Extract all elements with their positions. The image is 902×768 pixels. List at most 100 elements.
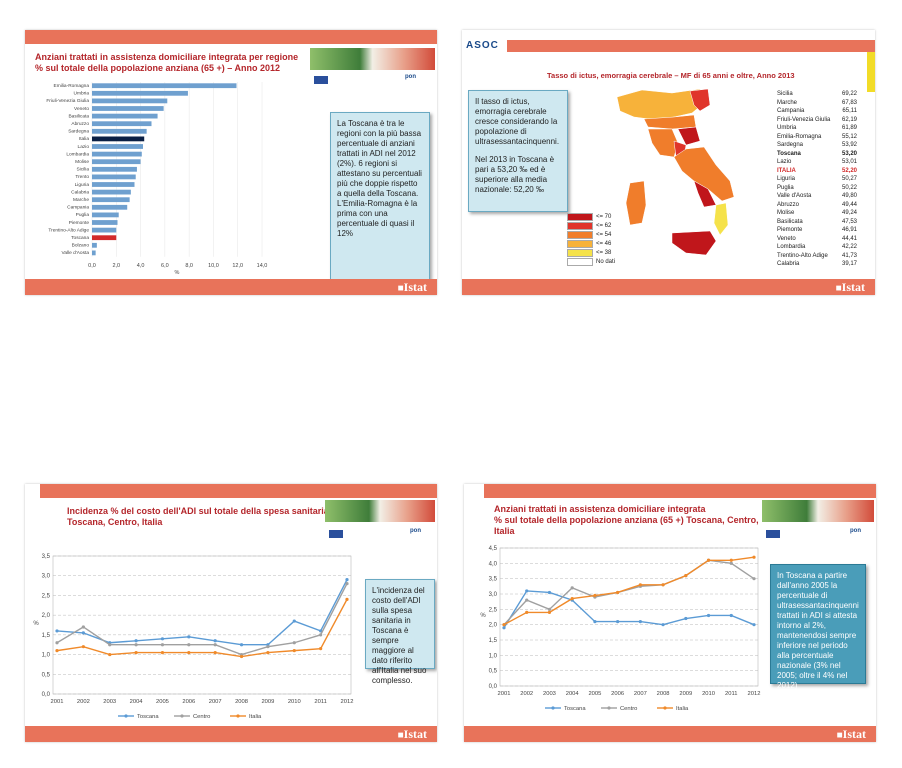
ranking-row: Sardegna 53,92 <box>777 141 857 150</box>
y-axis-label: % <box>480 613 486 619</box>
ranking-value: 46,91 <box>841 227 857 233</box>
data-point <box>319 633 323 637</box>
data-point <box>729 561 733 565</box>
data-point <box>752 623 756 627</box>
bar <box>92 220 118 225</box>
category-label: Toscana <box>71 235 89 241</box>
data-point <box>213 639 217 643</box>
asoc-logo: ASOC <box>466 40 499 51</box>
map-sicilia <box>671 230 717 256</box>
logo-pon: pon <box>850 528 861 534</box>
y-tick-label: 1,5 <box>489 638 498 644</box>
data-point <box>134 643 138 647</box>
map-legend: <= 70 <= 62 <= 54 <= 46 <= 38 No dati <box>567 213 627 273</box>
ranking-region: ITALIA <box>777 167 796 174</box>
slide4-title: Anziani trattati in assistenza domicilia… <box>494 504 774 537</box>
ranking-region: Valle d'Aosta <box>777 193 812 199</box>
x-tick-label: 2007 <box>209 699 222 705</box>
legend-marker <box>663 706 667 710</box>
category-label: Liguria <box>75 182 90 188</box>
slide-top-band <box>40 484 437 498</box>
legend-label: <= 70 <box>596 214 612 220</box>
category-label: Friuli-Venezia Giulia <box>46 98 89 104</box>
data-point <box>502 623 506 627</box>
data-point <box>134 651 138 655</box>
series-line <box>56 599 348 658</box>
category-label: Molise <box>75 159 89 165</box>
ranking-row: Calabria 39,17 <box>777 260 857 269</box>
legend-swatch <box>567 231 593 239</box>
data-point <box>547 610 552 614</box>
data-point <box>525 598 529 602</box>
legend-label: Toscana <box>564 706 586 712</box>
category-label: Sardegna <box>68 129 89 135</box>
data-point <box>108 643 112 647</box>
slide4-title-line2: % sul totale della popolazione anziana (… <box>494 515 759 536</box>
data-point <box>319 647 323 651</box>
data-point <box>706 558 711 562</box>
data-point <box>292 649 296 653</box>
ranking-row: Puglia 50,22 <box>777 184 857 193</box>
map-marche <box>677 126 701 146</box>
category-label: Umbria <box>74 91 90 97</box>
bar <box>92 242 97 248</box>
y-tick-label: 2,5 <box>489 607 498 613</box>
y-tick-label: 3,0 <box>42 574 51 580</box>
ranking-row: ITALIA 52,20 <box>777 167 857 176</box>
ranking-region: Piemonte <box>777 227 803 233</box>
ranking-value: 41,73 <box>841 252 857 259</box>
map-campania <box>693 180 717 208</box>
bar <box>92 250 96 256</box>
data-point <box>108 652 112 657</box>
category-label: Emilia-Romagna <box>54 83 90 89</box>
bar <box>92 174 136 180</box>
line-chart-adi-trend: 0,0 0,5 1,0 1,5 2,0 2,5 3,0 3,5 4,0 4,5% 2001 2002 2… <box>480 546 761 712</box>
data-point <box>292 641 296 645</box>
map-friuli <box>689 88 711 112</box>
data-point <box>213 651 217 655</box>
x-tick-label: 2012 <box>748 691 761 697</box>
slide3-note: L'incidenza del costo dell'ADI sulla spe… <box>365 579 435 685</box>
legend-label: <= 62 <box>596 223 612 229</box>
slide-top-band <box>25 30 437 44</box>
legend-label: Italia <box>676 706 689 712</box>
region-ranking: Sicilia 69,22 Marche 67,83 Campania 65,11 Friu… <box>777 90 857 269</box>
legend-label: Centro <box>620 706 637 712</box>
ranking-region: Emilia-Romagna <box>777 133 822 140</box>
data-point <box>616 590 620 595</box>
x-tick-label: 2004 <box>130 699 144 705</box>
ranking-value: 69,22 <box>841 91 857 97</box>
data-point <box>593 620 597 624</box>
istat-logo: Istat <box>398 726 427 742</box>
bar <box>92 182 135 187</box>
bar <box>92 144 143 149</box>
data-point <box>187 635 191 639</box>
ranking-value: 53,20 <box>841 150 857 157</box>
legend-swatch <box>567 258 593 266</box>
x-tick-label: 2007 <box>634 691 647 697</box>
legend-marker <box>236 714 240 718</box>
map-calabria <box>713 202 729 236</box>
slide-top-band <box>484 484 876 498</box>
data-point <box>160 637 165 641</box>
data-point <box>55 629 59 633</box>
bar-chart-adi-regions: 0,0 2,0 4,0 6,0 8,0 10,0 12,0 14,0% Emilia-Romag… <box>46 82 267 276</box>
bar <box>92 159 141 165</box>
ranking-value: 52,20 <box>841 167 857 174</box>
bar <box>92 166 137 172</box>
category-label: Puglia <box>76 212 90 218</box>
ranking-region: Marche <box>777 99 798 106</box>
data-point <box>239 654 244 659</box>
category-label: Campania <box>67 205 89 211</box>
y-tick-label: 0,5 <box>42 672 51 678</box>
ranking-value: 62,19 <box>841 116 857 123</box>
plot-area <box>52 555 352 695</box>
map-toscana <box>647 128 679 158</box>
ranking-region: Abruzzo <box>777 201 800 208</box>
logo-photo-strip <box>762 500 874 522</box>
data-point <box>729 613 733 618</box>
data-point <box>661 583 665 587</box>
ranking-region: Puglia <box>777 184 794 191</box>
data-point <box>570 597 574 601</box>
slide-top-band <box>507 40 875 52</box>
